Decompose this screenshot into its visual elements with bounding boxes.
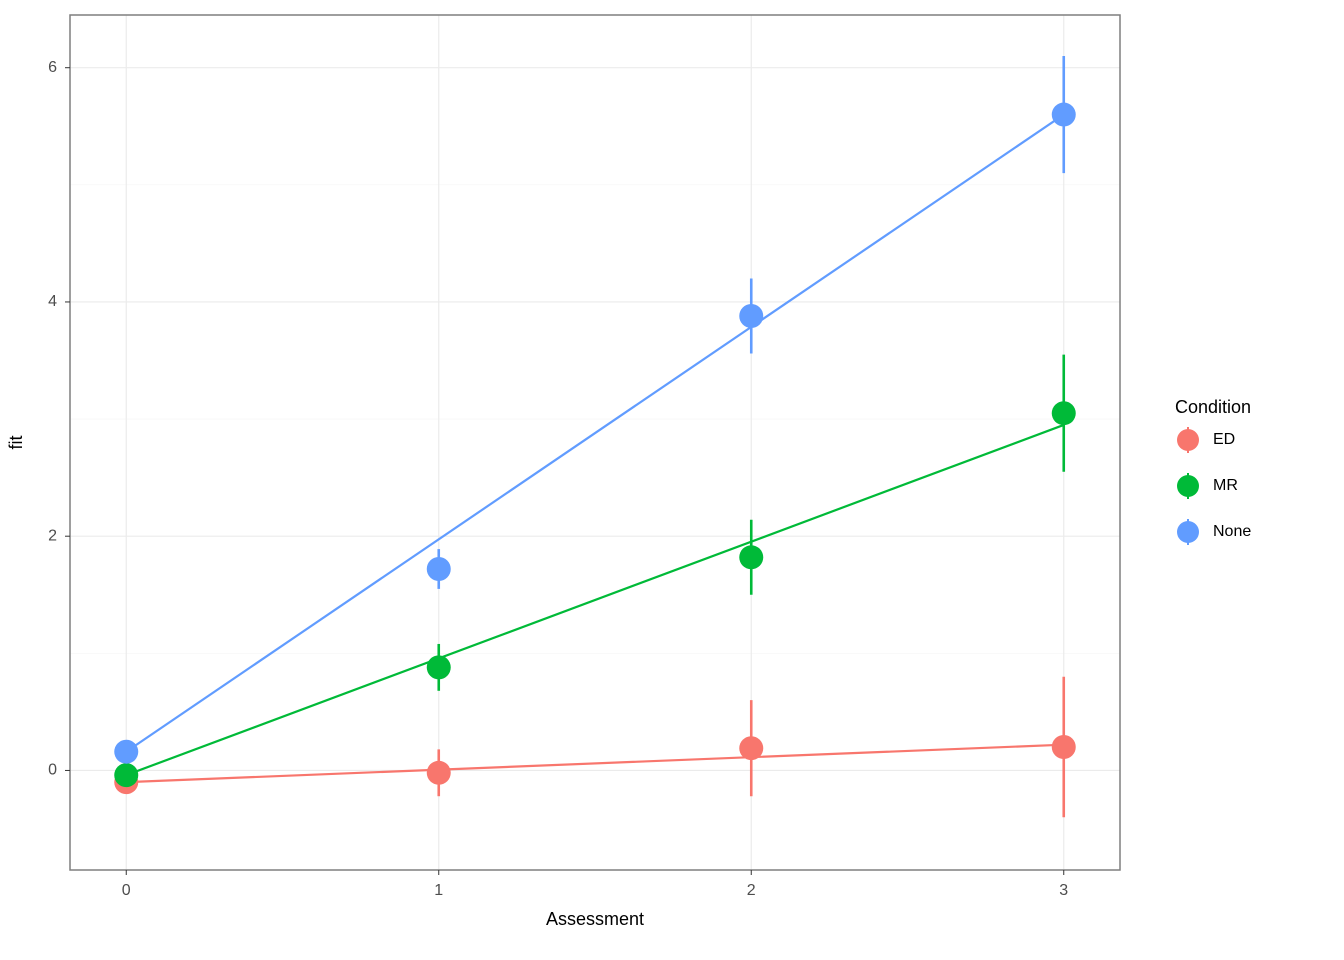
y-axis-title: fit bbox=[6, 435, 26, 449]
x-tick-label: 2 bbox=[747, 882, 756, 899]
series-point bbox=[427, 655, 451, 679]
legend-key bbox=[1177, 521, 1199, 543]
x-tick-label: 0 bbox=[122, 882, 131, 899]
series-point bbox=[739, 736, 763, 760]
series-point bbox=[1052, 401, 1076, 425]
y-tick-label: 6 bbox=[48, 59, 57, 76]
chart-container: 0 1 2 3 0 2 4 6 Assessment fit Condition ED MR None bbox=[0, 0, 1344, 960]
legend-key bbox=[1177, 429, 1199, 451]
series-point bbox=[1052, 735, 1076, 759]
y-tick-label: 0 bbox=[48, 762, 57, 779]
x-tick-label: 3 bbox=[1059, 882, 1068, 899]
legend-label: ED bbox=[1213, 431, 1235, 448]
legend-label: MR bbox=[1213, 477, 1238, 494]
panel-background bbox=[70, 15, 1120, 870]
legend-label: None bbox=[1213, 523, 1251, 540]
series-point bbox=[739, 304, 763, 328]
x-axis-title: Assessment bbox=[546, 909, 644, 929]
series-point bbox=[427, 557, 451, 581]
y-tick-label: 2 bbox=[48, 527, 57, 544]
series-point bbox=[114, 740, 138, 764]
chart-svg: 0 1 2 3 0 2 4 6 Assessment fit Condition ED MR None bbox=[0, 0, 1344, 960]
legend: Condition ED MR None bbox=[1175, 397, 1251, 545]
series-point bbox=[739, 545, 763, 569]
x-tick-label: 1 bbox=[434, 882, 443, 899]
series-point bbox=[114, 763, 138, 787]
legend-key bbox=[1177, 475, 1199, 497]
series-point bbox=[427, 761, 451, 785]
series-point bbox=[1052, 103, 1076, 127]
legend-title: Condition bbox=[1175, 397, 1251, 417]
y-tick-label: 4 bbox=[48, 293, 57, 310]
